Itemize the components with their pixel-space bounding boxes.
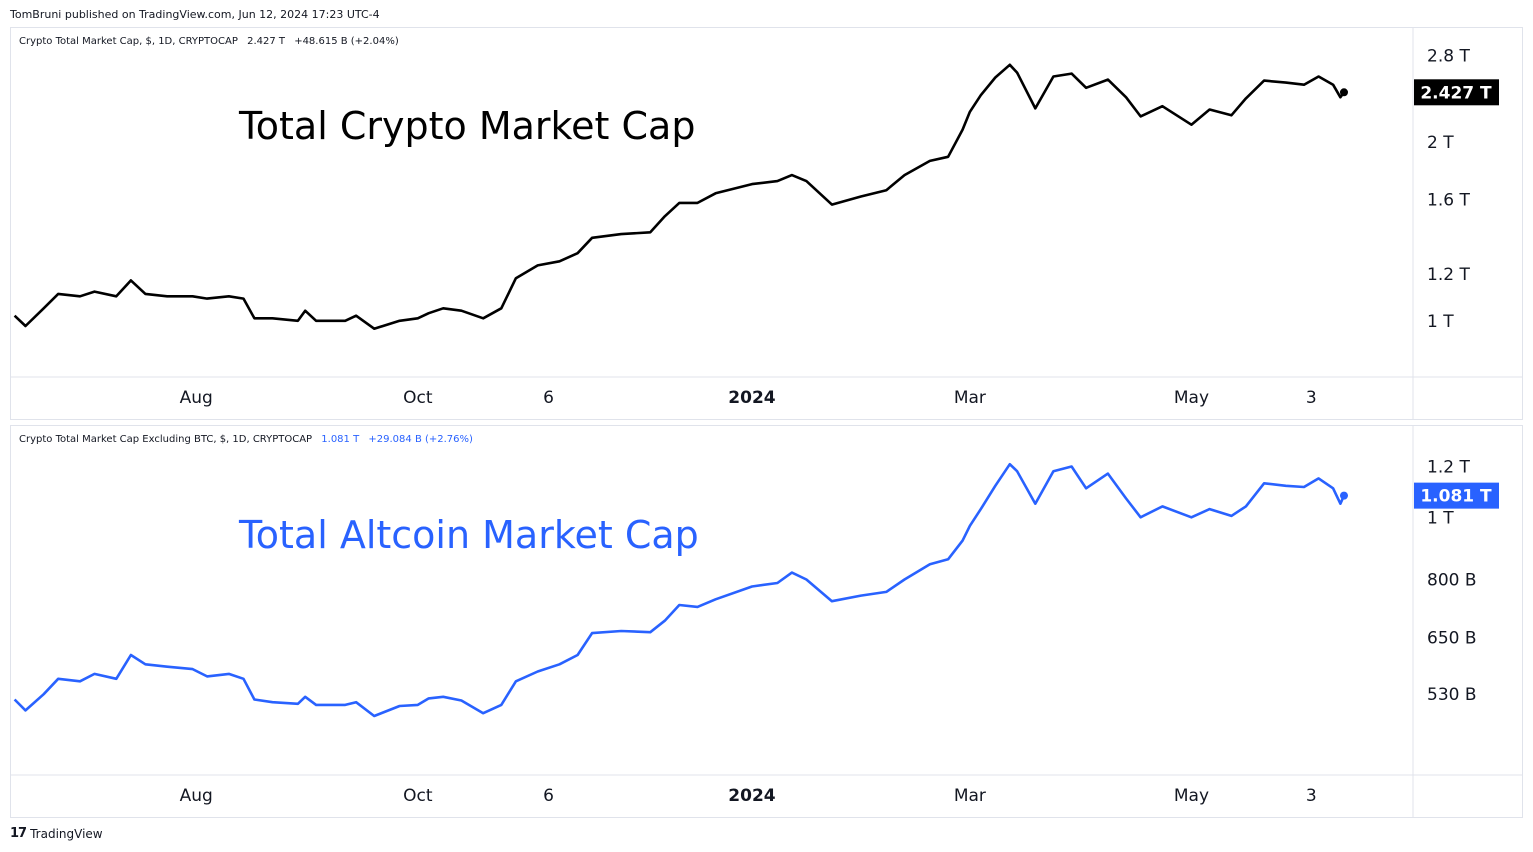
legend-change: +29.084 B (+2.76%) xyxy=(368,434,473,445)
x-tick-label: May xyxy=(1174,388,1209,408)
publisher-line: TomBruni published on TradingView.com, J… xyxy=(10,8,380,21)
x-tick-label: 2024 xyxy=(728,388,775,408)
chart-title: Total Altcoin Market Cap xyxy=(238,513,699,557)
price-pane-total[interactable]: Crypto Total Market Cap, $, 1D, CRYPTOCA… xyxy=(10,27,1523,420)
y-tick-label: 800 B xyxy=(1427,570,1477,590)
x-tick-label: 3 xyxy=(1306,388,1317,408)
y-tick-label: 1.2 T xyxy=(1427,265,1470,285)
legend-change: +48.615 B (+2.04%) xyxy=(294,36,399,47)
x-tick-label: 2024 xyxy=(728,786,775,806)
last-value-label: 2.427 T xyxy=(1420,83,1492,103)
x-tick-label: Mar xyxy=(954,388,986,408)
price-pane-altcoin[interactable]: Crypto Total Market Cap Excluding BTC, $… xyxy=(10,425,1523,818)
legend-value: 1.081 T xyxy=(321,434,360,445)
last-point-marker xyxy=(1339,88,1348,97)
chart-title: Total Crypto Market Cap xyxy=(238,104,695,148)
x-tick-label: May xyxy=(1174,786,1209,806)
x-tick-label: Mar xyxy=(954,786,986,806)
last-value-badge xyxy=(1414,482,1499,509)
footer-brand[interactable]: TradingView xyxy=(30,826,103,841)
x-tick-label: 3 xyxy=(1306,786,1317,806)
legend-symbol: Crypto Total Market Cap Excluding BTC, $… xyxy=(19,434,313,445)
footer: 17 TradingView xyxy=(10,826,103,841)
legend-value: 2.427 T xyxy=(247,36,285,47)
last-point-marker xyxy=(1339,491,1348,500)
y-tick-label: 530 B xyxy=(1427,685,1477,705)
y-tick-label: 650 B xyxy=(1427,628,1477,648)
chart-svg-altcoin[interactable]: Total Altcoin Market Cap 530 B 650 B 800 B 1… xyxy=(11,426,1522,817)
y-tick-label: 2.8 T xyxy=(1427,46,1470,66)
x-tick-label: Aug xyxy=(180,786,213,806)
x-tick-label: 6 xyxy=(543,388,554,408)
tradingview-logo-icon: 17 xyxy=(10,826,27,841)
y-tick-label: 1.6 T xyxy=(1427,191,1470,211)
x-tick-label: Oct xyxy=(403,388,433,408)
series-line xyxy=(13,63,1346,330)
y-tick-label: 1.2 T xyxy=(1427,458,1470,478)
last-value-badge xyxy=(1414,79,1499,106)
chart-svg-total[interactable]: Total Crypto Market Cap 1 T 1.2 T 1.6 T 2 T 2… xyxy=(11,28,1522,419)
series-legend: Crypto Total Market Cap Excluding BTC, $… xyxy=(19,434,473,445)
x-tick-label: Oct xyxy=(403,786,433,806)
last-value-label: 1.081 T xyxy=(1420,487,1492,507)
x-tick-label: Aug xyxy=(180,388,213,408)
legend-symbol: Crypto Total Market Cap, $, 1D, CRYPTOCA… xyxy=(19,36,238,47)
series-legend: Crypto Total Market Cap, $, 1D, CRYPTOCA… xyxy=(19,36,399,47)
y-tick-label: 1 T xyxy=(1427,508,1454,528)
series-line xyxy=(13,462,1346,718)
x-tick-label: 6 xyxy=(543,786,554,806)
y-tick-label: 2 T xyxy=(1427,133,1454,153)
y-tick-label: 1 T xyxy=(1427,312,1454,332)
